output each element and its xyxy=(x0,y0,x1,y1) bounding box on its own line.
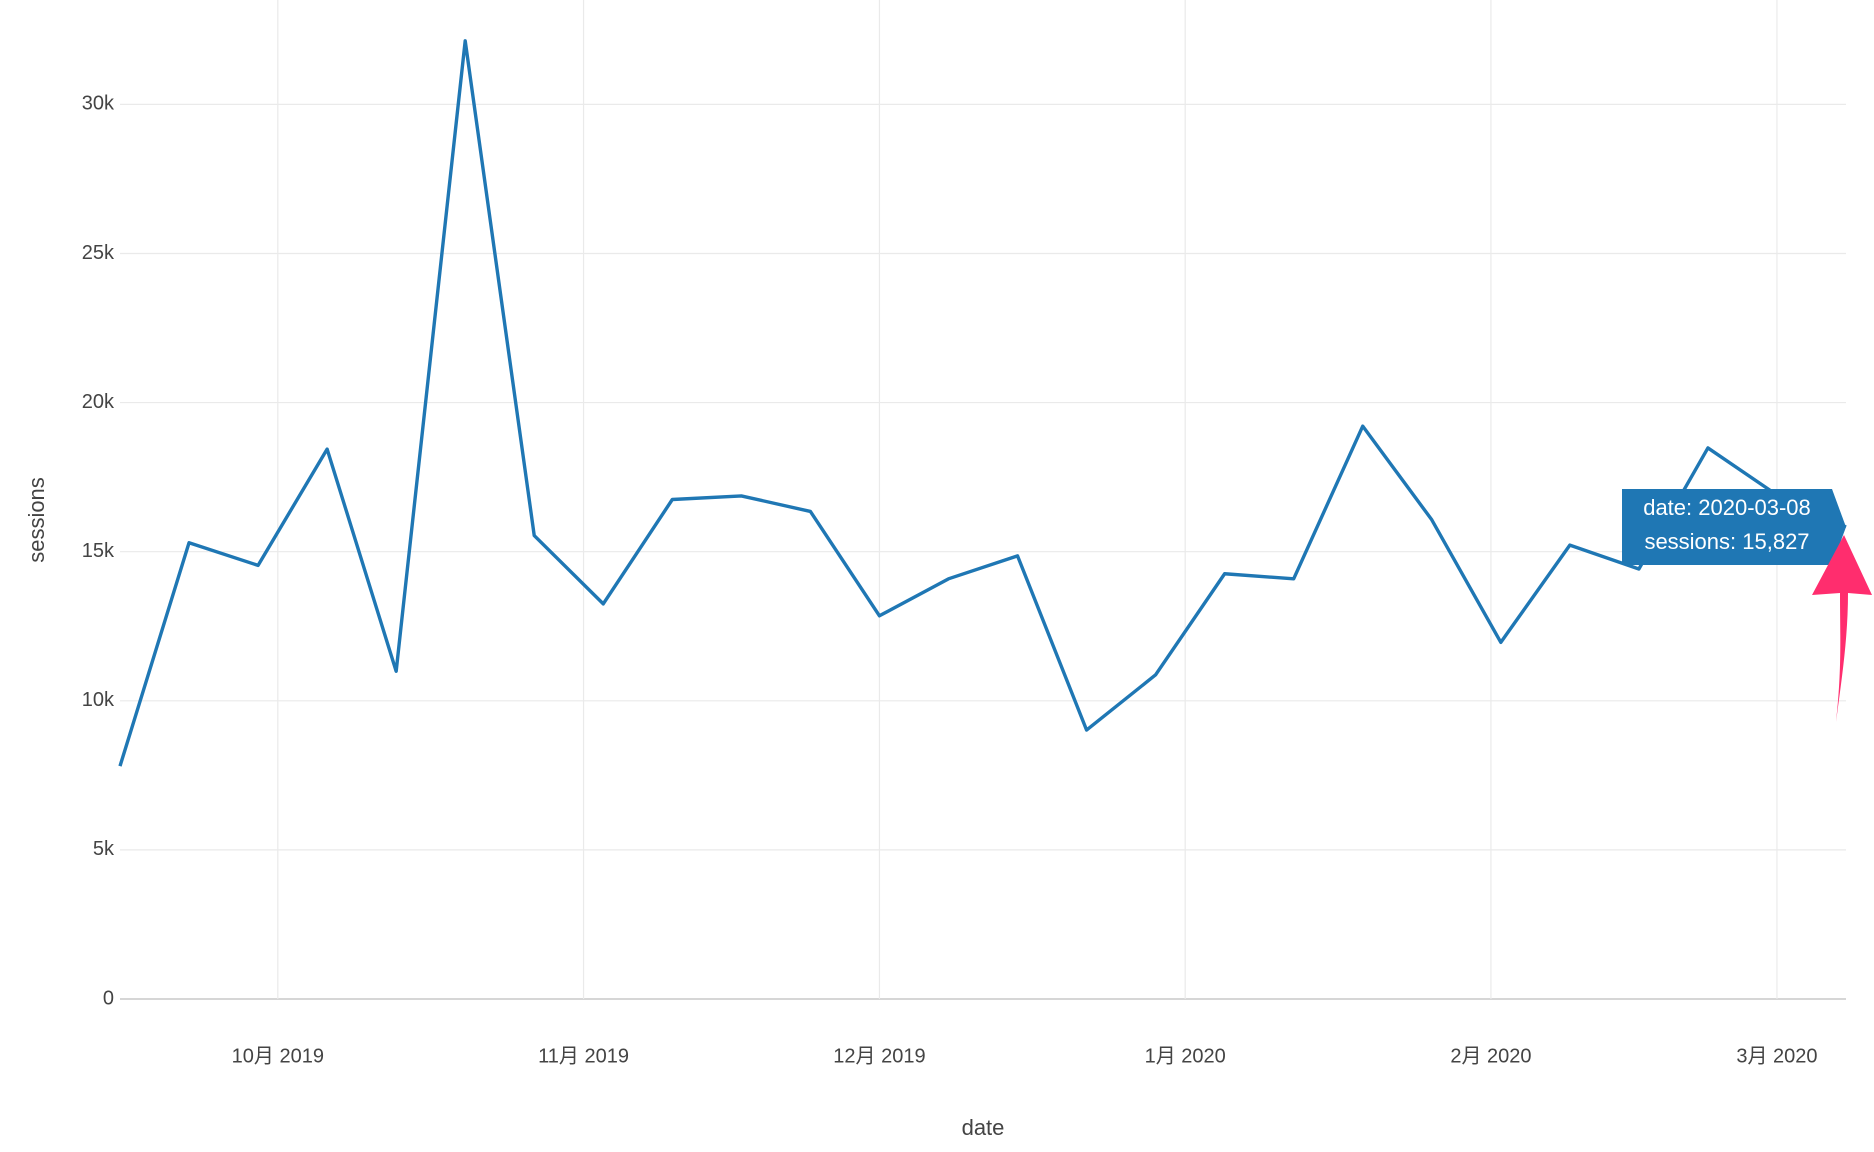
x-tick-label: 10月 2019 xyxy=(232,1045,324,1067)
y-tick-label: 30k xyxy=(82,93,115,115)
y-tick-label: 10k xyxy=(82,689,115,711)
x-tick-label: 2月 2020 xyxy=(1450,1045,1531,1067)
tooltip: date: 2020-03-08 sessions: 15,827 xyxy=(1622,489,1846,566)
y-tick-label: 20k xyxy=(82,391,115,413)
y-axis-title: sessions xyxy=(24,477,49,563)
x-axis-title: date xyxy=(962,1115,1005,1140)
x-tick-label: 3月 2020 xyxy=(1736,1045,1817,1067)
x-tick-label: 1月 2020 xyxy=(1145,1045,1226,1067)
data-line xyxy=(118,39,1847,767)
tooltip-text: date: 2020-03-08 xyxy=(1643,495,1811,520)
x-tick-label: 12月 2019 xyxy=(833,1045,925,1067)
y-tick-label: 5k xyxy=(93,838,115,860)
y-tick-label: 0 xyxy=(103,987,114,1009)
x-tick-label: 11月 2019 xyxy=(538,1045,629,1067)
y-tick-label: 25k xyxy=(82,242,115,264)
annotation-arrow xyxy=(1812,535,1872,723)
tooltip-text: sessions: 15,827 xyxy=(1644,529,1809,554)
tooltip-box xyxy=(1622,489,1846,566)
y-tick-label: 15k xyxy=(82,540,115,562)
grid xyxy=(120,0,1846,1000)
